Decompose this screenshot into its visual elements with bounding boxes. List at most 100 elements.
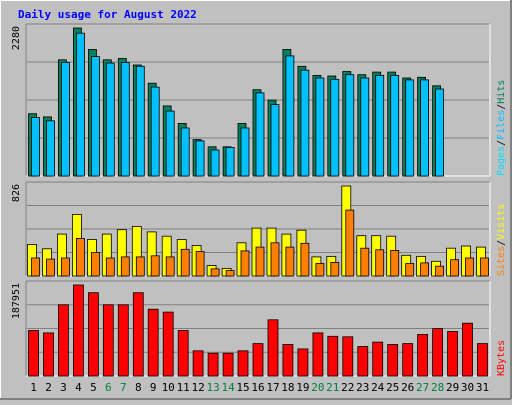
bar-files-16 [255, 92, 265, 177]
bar-sites-27 [420, 262, 430, 277]
bar-sites-24 [375, 249, 385, 277]
bar-files-28 [435, 88, 445, 177]
x-label-day-16: 16 [251, 381, 264, 394]
panel-visits-legend-item-2: Visits [496, 204, 507, 240]
bar-kbytes-31 [477, 343, 488, 377]
bar-kbytes-22 [342, 336, 354, 377]
bar-files-20 [315, 77, 325, 177]
bar-sites-20 [315, 263, 325, 277]
bar-kbytes-2 [43, 332, 54, 377]
bar-kbytes-13 [207, 352, 219, 377]
bar-files-21 [330, 78, 340, 177]
bar-kbytes-9 [147, 308, 159, 377]
x-label-day-15: 15 [236, 381, 249, 394]
panel-kbytes: 187951 KBytes [11, 280, 507, 377]
bar-files-15 [240, 127, 250, 177]
x-label-day-6: 6 [105, 381, 112, 394]
bar-kbytes-27 [417, 333, 429, 377]
x-label-day-7: 7 [120, 381, 127, 394]
panel-visits-legend-item-0: Sites [496, 246, 507, 276]
bar-kbytes-24 [372, 341, 384, 377]
bar-kbytes-28 [432, 328, 444, 377]
panel-hits-legend-item-0: Pages [496, 146, 507, 176]
bar-kbytes-12 [192, 350, 204, 377]
bar-sites-25 [390, 249, 400, 277]
bar-kbytes-7 [117, 304, 129, 377]
bar-sites-3 [61, 257, 70, 277]
x-label-day-31: 31 [476, 381, 489, 394]
bar-kbytes-6 [102, 304, 114, 377]
bar-kbytes-4 [73, 284, 84, 377]
bar-kbytes-1 [28, 330, 39, 377]
panel-kbytes-legend: KBytes [496, 340, 507, 376]
x-label-day-11: 11 [177, 381, 190, 394]
bar-files-19 [300, 69, 310, 177]
x-label-day-18: 18 [281, 381, 294, 394]
x-label-day-9: 9 [150, 381, 157, 394]
bar-sites-22 [345, 209, 355, 277]
x-label-day-17: 17 [266, 381, 279, 394]
panel-hits-legend-item-1: / [496, 140, 507, 146]
panel-hits-legend-item-2: Files [496, 110, 507, 140]
bar-kbytes-20 [312, 332, 324, 377]
bar-files-17 [270, 104, 280, 177]
bar-kbytes-25 [387, 344, 399, 377]
bar-files-9 [150, 86, 160, 177]
panel-hits-legend-item-3: / [496, 104, 507, 110]
chart-title: Daily usage for August 2022 [18, 8, 197, 21]
bar-sites-19 [300, 242, 310, 277]
bar-files-14 [225, 146, 235, 177]
bar-kbytes-16 [252, 343, 264, 377]
panel-visits-legend-item-1: / [496, 240, 507, 246]
bar-kbytes-3 [58, 304, 69, 377]
panel-visits: 826 Sites/Visits [11, 181, 507, 277]
bar-files-26 [405, 79, 415, 177]
bar-sites-9 [150, 255, 160, 277]
x-label-day-28: 28 [431, 381, 444, 394]
bar-sites-14 [225, 270, 235, 277]
chart-panels: 2280Pages/Files/Hits826Sites/Visits18795… [11, 23, 507, 377]
bar-kbytes-21 [327, 335, 339, 377]
x-label-day-10: 10 [162, 381, 175, 394]
x-label-day-30: 30 [461, 381, 474, 394]
bar-kbytes-5 [88, 292, 99, 377]
bar-sites-13 [210, 268, 220, 277]
bar-files-6 [105, 62, 115, 177]
bar-files-11 [180, 127, 190, 177]
bar-kbytes-30 [462, 322, 473, 377]
bar-sites-18 [285, 246, 295, 277]
bar-kbytes-29 [447, 331, 459, 377]
bar-sites-15 [240, 250, 250, 277]
bar-sites-16 [255, 246, 265, 277]
bar-files-22 [345, 74, 355, 177]
bar-files-27 [420, 79, 430, 177]
bar-sites-6 [105, 257, 115, 277]
bar-sites-29 [450, 259, 460, 277]
bar-sites-4 [76, 237, 85, 277]
bar-kbytes-23 [357, 346, 369, 377]
bar-sites-12 [195, 251, 205, 277]
bar-files-18 [285, 55, 295, 177]
x-label-day-14: 14 [221, 381, 235, 394]
x-label-day-21: 21 [326, 381, 339, 394]
bar-sites-1 [31, 257, 40, 277]
bar-sites-5 [91, 252, 100, 277]
x-label-day-2: 2 [45, 381, 52, 394]
x-label-day-8: 8 [135, 381, 142, 394]
bar-kbytes-14 [222, 352, 234, 377]
bar-kbytes-10 [162, 311, 174, 377]
bar-kbytes-19 [297, 348, 309, 377]
bar-sites-31 [480, 257, 489, 277]
bar-files-5 [91, 56, 100, 177]
bar-kbytes-17 [267, 319, 279, 377]
x-label-day-1: 1 [30, 381, 37, 394]
bar-sites-17 [270, 242, 280, 277]
x-label-day-20: 20 [311, 381, 324, 394]
bar-files-13 [210, 149, 220, 177]
panel-visits-legend: Sites/Visits [496, 204, 507, 276]
bar-files-1 [31, 117, 40, 177]
bar-sites-28 [435, 265, 445, 277]
bar-files-3 [61, 62, 70, 177]
